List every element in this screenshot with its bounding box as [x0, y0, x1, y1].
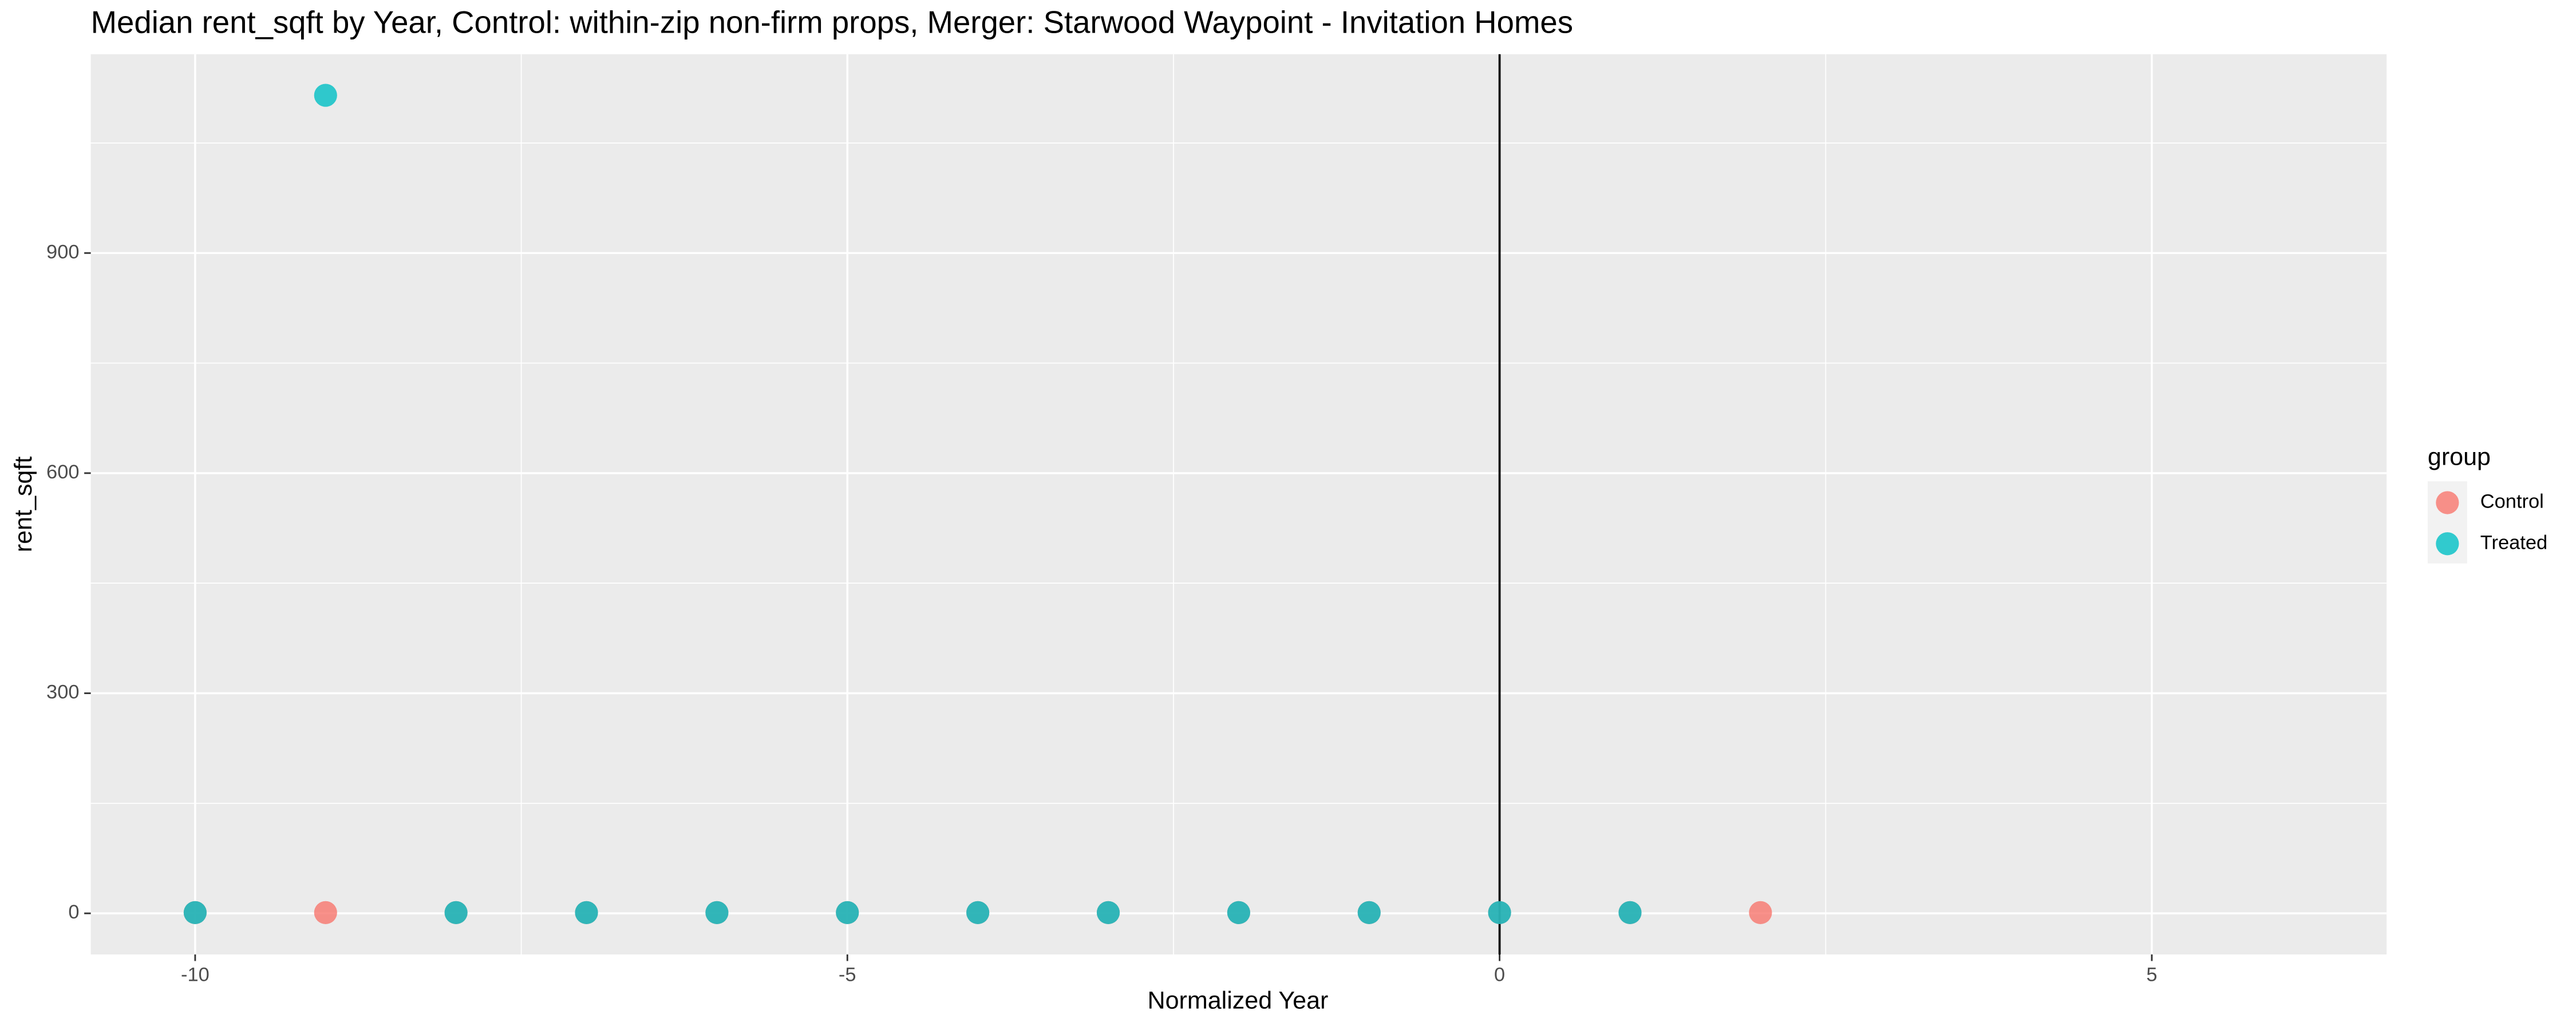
y-tick-label: 300 — [46, 682, 79, 703]
x-tick-label: 5 — [2146, 964, 2157, 985]
point — [1357, 901, 1381, 924]
point — [1618, 901, 1642, 924]
x-tick-label: -10 — [181, 964, 210, 985]
x-tick-label: -5 — [839, 964, 856, 985]
legend-key — [2436, 491, 2459, 514]
point — [183, 901, 207, 924]
point — [1749, 901, 1772, 924]
point — [966, 901, 990, 924]
y-tick-label: 900 — [46, 241, 79, 263]
point — [314, 84, 337, 107]
point — [705, 901, 729, 924]
point — [1488, 901, 1511, 924]
legend-label: Control — [2480, 491, 2544, 513]
point — [1227, 901, 1250, 924]
y-tick-label: 600 — [46, 461, 79, 483]
point — [1096, 901, 1120, 924]
point — [836, 901, 859, 924]
point — [314, 901, 337, 924]
chart-title: Median rent_sqft by Year, Control: withi… — [91, 5, 1573, 39]
point — [575, 901, 598, 924]
x-tick-label: 0 — [1494, 964, 1505, 985]
y-tick-label: 0 — [68, 901, 79, 923]
panel-background — [90, 54, 2387, 954]
legend-key — [2436, 532, 2459, 556]
y-axis-label: rent_sqft — [10, 457, 37, 553]
point — [444, 901, 468, 924]
x-axis-label: Normalized Year — [1148, 987, 1329, 1015]
legend-title: group — [2428, 443, 2491, 470]
legend-label: Treated — [2480, 532, 2547, 553]
